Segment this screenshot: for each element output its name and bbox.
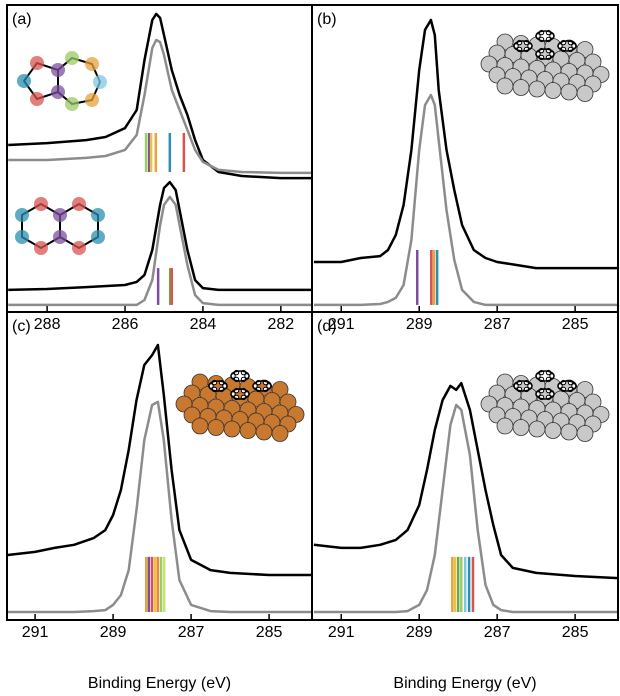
x-tick-label: 286 xyxy=(112,316,139,333)
atom xyxy=(15,230,29,244)
atoms xyxy=(15,197,105,255)
atom xyxy=(65,51,79,65)
surface-atom xyxy=(544,82,562,99)
x-axis-label: Binding Energy (eV) xyxy=(88,675,231,692)
atom xyxy=(53,230,67,244)
x-tick-label: 285 xyxy=(562,316,589,333)
atom xyxy=(34,241,48,255)
spectrum-line xyxy=(7,400,312,614)
panel-label: (a) xyxy=(12,11,32,28)
surface-atom xyxy=(496,77,514,95)
x-tick-label: 287 xyxy=(484,316,511,333)
x-tick-label: 289 xyxy=(406,316,433,333)
surface-atom xyxy=(223,420,241,438)
spectrum-line xyxy=(313,93,618,307)
surface-atom xyxy=(207,419,225,436)
x-tick-label: 291 xyxy=(328,624,355,641)
atom xyxy=(91,230,105,244)
surface-atom xyxy=(560,423,578,441)
surface-atom xyxy=(255,423,273,441)
atom xyxy=(91,208,105,222)
atom xyxy=(65,97,79,111)
atoms xyxy=(17,51,107,111)
spectrum-line xyxy=(7,343,312,577)
atom xyxy=(72,197,86,211)
surface-cluster xyxy=(175,369,305,442)
x-tick-label: 289 xyxy=(406,624,433,641)
atom xyxy=(30,56,44,70)
spectrum-line xyxy=(313,403,618,614)
spectrum-line xyxy=(313,18,618,270)
naphthalene-diagram xyxy=(15,197,105,255)
spectrum-line xyxy=(8,180,312,292)
panel-frame xyxy=(311,311,619,621)
x-tick-label: 291 xyxy=(22,624,49,641)
surface-atom xyxy=(560,83,578,101)
atom xyxy=(51,63,65,77)
x-axis-label: Binding Energy (eV) xyxy=(393,675,536,692)
adsorbate-ring xyxy=(535,388,555,400)
atom xyxy=(85,93,99,107)
panel-label: (c) xyxy=(12,318,31,335)
surface-atom xyxy=(576,85,594,102)
adsorbate-ring xyxy=(557,40,577,52)
surface-atom xyxy=(528,80,546,98)
x-tick-label: 284 xyxy=(190,316,217,333)
surface-cluster xyxy=(480,29,610,102)
surface-atom xyxy=(496,417,514,435)
atom xyxy=(34,197,48,211)
adsorbate-ring xyxy=(513,40,533,52)
x-tick-label: 291 xyxy=(328,316,355,333)
x-tick-label: 289 xyxy=(100,624,127,641)
panel-label: (b) xyxy=(317,11,337,28)
adsorbate-ring xyxy=(557,380,577,392)
atom xyxy=(72,241,86,255)
spectrum-line xyxy=(8,12,312,180)
x-tick-label: 288 xyxy=(34,316,61,333)
adsorbate-ring xyxy=(252,380,272,392)
x-tick-label: 287 xyxy=(178,624,205,641)
atom xyxy=(15,208,29,222)
adsorbate-ring xyxy=(513,380,533,392)
adsorbate-ring xyxy=(535,30,555,42)
surface-atom xyxy=(544,422,562,439)
spectrum-line xyxy=(8,38,312,175)
atom xyxy=(30,92,44,106)
x-tick-label: 282 xyxy=(267,316,294,333)
atom xyxy=(85,57,99,71)
spectrum-line xyxy=(313,381,619,580)
surface-cluster xyxy=(480,369,610,442)
surface-atom xyxy=(528,420,546,438)
adsorbate-ring xyxy=(230,370,250,382)
adsorbate-ring xyxy=(208,380,228,392)
x-tick-label: 287 xyxy=(484,624,511,641)
adsorbate-ring xyxy=(535,48,555,60)
surface-atom xyxy=(512,79,530,96)
surface-atom xyxy=(512,419,530,436)
surface-atom xyxy=(576,425,594,442)
azulene-diagram xyxy=(17,51,107,111)
adsorbate-ring xyxy=(535,370,555,382)
surface-atom xyxy=(271,425,289,442)
x-tick-label: 285 xyxy=(562,624,589,641)
surface-atom xyxy=(239,422,257,439)
atom xyxy=(53,208,67,222)
spectrum-line xyxy=(8,195,312,307)
surface-atom xyxy=(191,417,209,435)
adsorbate-ring xyxy=(230,388,250,400)
panel-label: (d) xyxy=(317,318,337,335)
atom xyxy=(51,85,65,99)
atom xyxy=(93,75,107,89)
x-tick-label: 285 xyxy=(256,624,283,641)
atom xyxy=(17,74,31,88)
